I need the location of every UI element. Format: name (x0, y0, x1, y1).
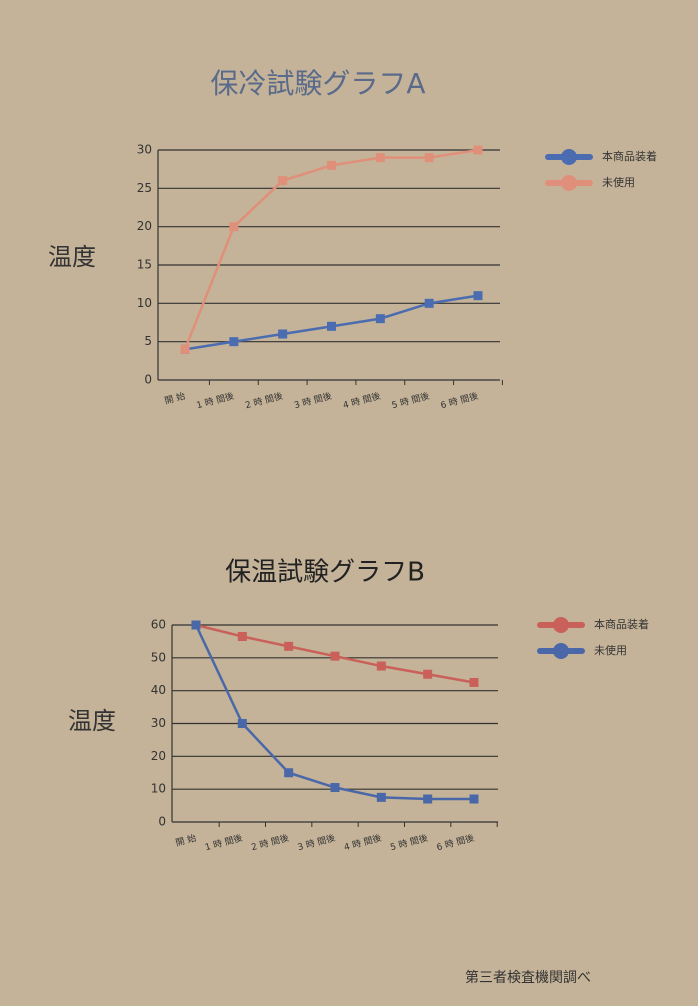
y-tick-label: 10 (137, 296, 152, 310)
y-tick-label: 50 (151, 650, 166, 664)
y-tick-label: 60 (151, 618, 166, 632)
legend-marker (561, 175, 577, 191)
y-tick-label: 0 (158, 815, 166, 829)
point-marker (330, 783, 340, 793)
y-tick-label: 40 (151, 683, 166, 697)
legend-marker (561, 149, 577, 165)
point-marker (423, 669, 433, 679)
point-marker (229, 337, 239, 347)
chart-title: 保冷試験グラフA (210, 67, 425, 100)
point-marker (376, 792, 386, 802)
y-axis-label: 温度 (48, 243, 96, 271)
point-marker (424, 153, 434, 163)
point-marker (278, 329, 288, 339)
y-tick-label: 5 (144, 334, 152, 348)
point-marker (237, 719, 247, 728)
point-marker (278, 176, 288, 186)
point-marker (284, 768, 294, 778)
legend-label: 本商品装着 (602, 149, 657, 163)
point-marker (473, 145, 483, 155)
y-tick-label: 30 (137, 143, 152, 157)
point-marker (469, 794, 479, 804)
point-marker (284, 641, 294, 651)
point-marker (191, 620, 201, 630)
legend-label: 未使用 (602, 176, 635, 189)
point-marker (375, 153, 385, 163)
y-tick-label: 10 (151, 782, 166, 796)
point-marker (375, 314, 385, 324)
point-marker (424, 298, 434, 308)
point-marker (473, 291, 483, 301)
legend-label: 本商品装着 (594, 617, 649, 631)
point-marker (376, 661, 386, 671)
point-marker (237, 631, 247, 641)
legend-label: 未使用 (594, 644, 627, 657)
chart-title: 保温試験グラフB (225, 558, 425, 588)
point-marker (423, 794, 433, 804)
point-marker (327, 160, 336, 170)
y-tick-label: 20 (151, 749, 166, 763)
y-tick-label: 25 (137, 181, 152, 195)
y-axis-label: 温度 (68, 707, 116, 735)
point-marker (229, 222, 239, 232)
y-tick-label: 20 (137, 219, 152, 233)
point-marker (469, 677, 479, 687)
y-tick-label: 15 (137, 258, 152, 272)
point-marker (330, 651, 340, 661)
legend-marker (553, 643, 569, 659)
point-marker (180, 344, 190, 354)
y-tick-label: 30 (151, 716, 166, 730)
point-marker (327, 321, 336, 331)
footer: 第三者検査機関調べ (465, 969, 591, 986)
legend-marker (553, 617, 569, 633)
y-tick-label: 0 (144, 373, 152, 387)
